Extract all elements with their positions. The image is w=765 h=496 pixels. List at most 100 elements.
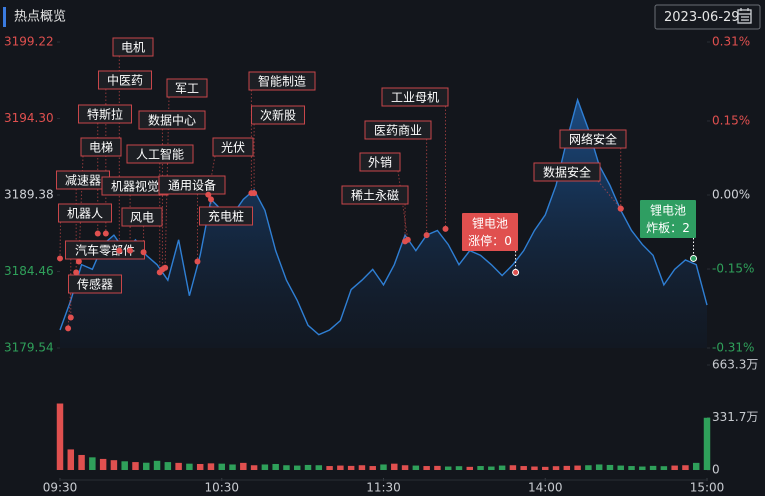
annotation-dot xyxy=(116,247,123,254)
volume-bar xyxy=(121,461,128,470)
volume-bar xyxy=(304,464,312,470)
volume-bar xyxy=(153,460,161,470)
annotation-dot xyxy=(207,196,214,203)
volume-bar xyxy=(542,466,549,470)
y2-tick-label: 0.00% xyxy=(712,188,750,202)
annotation-dot xyxy=(617,205,624,212)
volume-bar xyxy=(347,465,355,470)
annotation-label: 机器人 xyxy=(67,207,103,221)
volume-bar xyxy=(466,466,474,470)
annotation-box xyxy=(126,144,194,164)
date-text[interactable]: 2023-06-29 xyxy=(664,10,740,25)
volume-bar xyxy=(110,460,118,470)
volume-bar xyxy=(196,463,204,470)
volume-bar xyxy=(488,466,495,470)
volume-bar xyxy=(67,449,75,470)
y-tick-label: 3179.54 xyxy=(4,341,54,355)
volume-bar xyxy=(229,464,236,470)
annotation-label: 电机 xyxy=(121,41,145,55)
annotation-dot xyxy=(94,230,101,237)
annotation-box xyxy=(112,37,154,57)
volume-bar xyxy=(99,458,107,470)
volume-bar xyxy=(703,417,711,470)
date-box[interactable] xyxy=(654,4,761,30)
annotation-label: 稀土永磁 xyxy=(351,188,399,203)
annotation-connector xyxy=(67,292,71,329)
annotation-box xyxy=(58,203,112,223)
annotation-box xyxy=(78,104,132,124)
volume-bar xyxy=(143,462,150,470)
callout-status: 炸板：2 xyxy=(646,221,690,235)
annotation-dot xyxy=(57,255,63,262)
callout-box xyxy=(640,200,696,238)
annotation-label: 通用设备 xyxy=(168,179,216,193)
annotation-dot xyxy=(127,247,134,254)
y2-tick-label: 0.15% xyxy=(712,113,750,127)
volume-bar xyxy=(509,465,517,470)
annotation-box xyxy=(251,105,305,125)
plot: 3199.22 3194.30 3189.38 3184.46 3179.54 0.31%… xyxy=(4,35,758,495)
annotation-dot xyxy=(194,258,201,265)
y2-tick-label: 0.31% xyxy=(712,35,750,49)
volume-bar xyxy=(283,465,290,470)
annotation-label: 汽车零部件 xyxy=(75,243,135,258)
y-tick-label: 3199.22 xyxy=(4,35,54,49)
volume-bar xyxy=(423,466,430,470)
volume-bar xyxy=(682,465,689,470)
volume-tick-label: 331.7万 xyxy=(712,410,758,424)
annotation-box xyxy=(381,87,449,107)
annotation-dot xyxy=(423,232,430,239)
volume-bar xyxy=(175,462,182,470)
header-accent xyxy=(3,7,6,27)
volume-bar xyxy=(444,466,452,470)
callout-label: 锂电池 xyxy=(650,203,686,218)
volume-bar xyxy=(498,465,506,470)
annotation-label: 机器视觉 xyxy=(111,179,159,194)
annotation-dot xyxy=(205,191,212,198)
volume-bar xyxy=(585,465,592,470)
volume-bar xyxy=(477,466,484,470)
annotation-dot xyxy=(75,258,82,265)
annotation-label: 智能制造 xyxy=(258,74,306,89)
x-tick-label: 10:30 xyxy=(204,481,239,495)
x-tick-label: 15:00 xyxy=(690,481,725,495)
annotation-label: 传感器 xyxy=(77,277,113,292)
y-tick-label: 3184.46 xyxy=(4,264,54,278)
volume-bar xyxy=(218,463,225,470)
callout-box xyxy=(462,213,518,251)
volume-bar xyxy=(207,463,215,470)
volume-bar xyxy=(574,465,581,470)
y-tick-label: 3189.38 xyxy=(4,188,54,202)
callout-dot xyxy=(512,268,520,276)
calendar-icon[interactable] xyxy=(737,8,752,24)
volume-bar xyxy=(412,465,420,470)
annotation-label: 医药商业 xyxy=(374,123,422,138)
annotation-dot xyxy=(251,190,258,197)
annotation-box xyxy=(559,129,627,149)
annotation-label: 人工智能 xyxy=(136,147,184,162)
volume-bar xyxy=(78,454,85,470)
y2-tick-label: -0.15% xyxy=(712,262,754,276)
x-tick-label: 11:30 xyxy=(366,481,401,495)
annotation-box xyxy=(364,120,432,140)
date-picker[interactable]: 2023-06-29 xyxy=(654,4,761,30)
annotation-dot xyxy=(102,230,109,237)
volume-bar xyxy=(434,465,441,470)
callout-label: 锂电池 xyxy=(472,216,508,231)
annotation-box xyxy=(248,71,316,91)
annotation-label: 光伏 xyxy=(221,141,245,155)
volume-bar xyxy=(164,462,172,470)
annotation-label: 风电 xyxy=(130,211,154,225)
annotation-dot xyxy=(442,225,449,232)
volume-tick-label: 663.3万 xyxy=(712,358,758,372)
volume-bar xyxy=(56,403,64,470)
callout-status-text: 炸板： xyxy=(646,221,682,235)
annotation-label: 充电桩 xyxy=(208,209,244,224)
volume-tick-label: 0 xyxy=(712,463,720,477)
header-title: 热点概览 xyxy=(14,9,66,25)
volume-bar xyxy=(520,466,527,470)
volume-bar xyxy=(649,465,657,470)
annotation-dot xyxy=(67,314,74,321)
callout-count: 0 xyxy=(504,234,512,248)
